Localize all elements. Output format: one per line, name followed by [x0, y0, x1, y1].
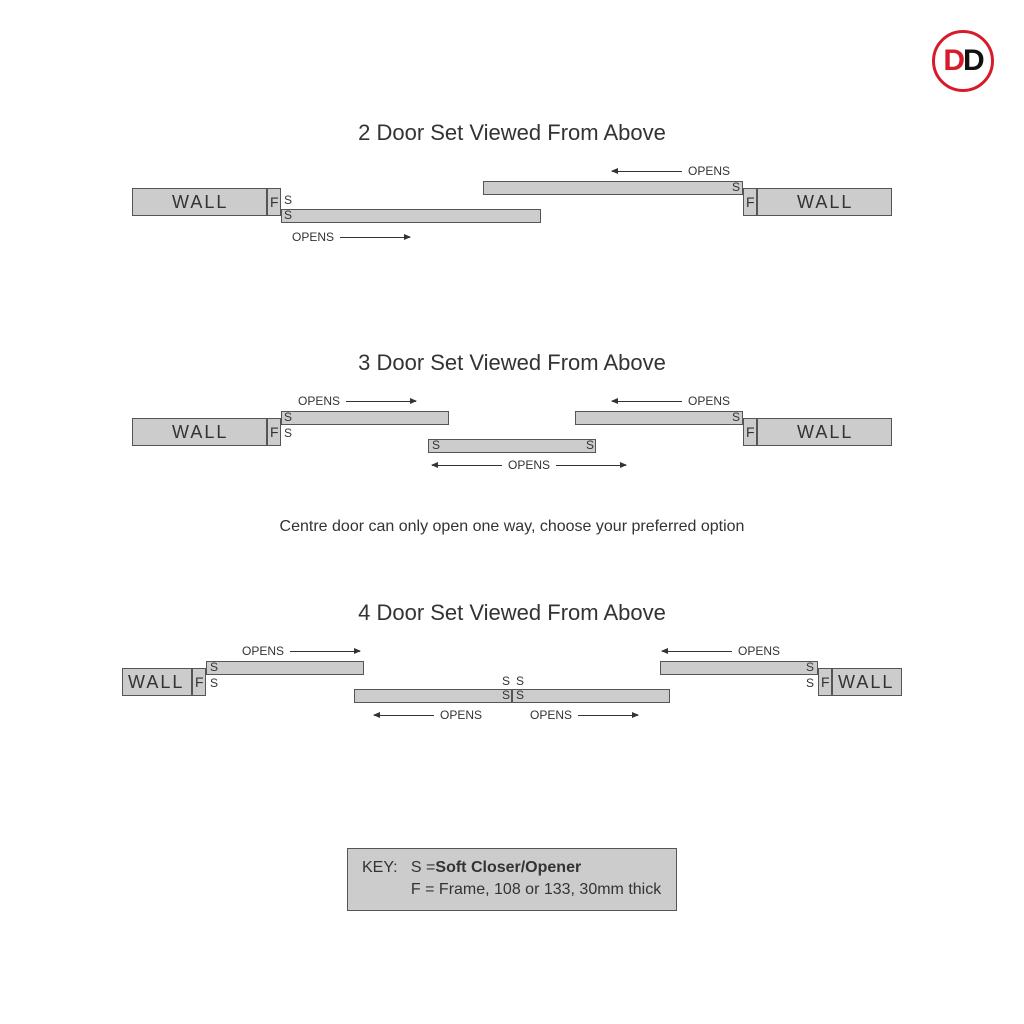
opens-br: OPENS	[530, 708, 638, 722]
wall-label-left: WALL	[172, 422, 228, 443]
opens-label: OPENS	[242, 644, 284, 658]
s-c-r: S	[586, 438, 594, 452]
s-d2-in: S	[502, 688, 510, 702]
section-3-door: 3 Door Set Viewed From Above OPENS OPENS…	[0, 350, 1024, 536]
title-4-door: 4 Door Set Viewed From Above	[0, 600, 1024, 626]
key-s-bold: Soft Closer/Opener	[435, 857, 581, 879]
opens-label: OPENS	[738, 644, 780, 658]
s-d4-in: S	[806, 660, 814, 674]
opens-bc: OPENS	[432, 458, 626, 472]
opens-label: OPENS	[688, 164, 730, 178]
opens-tr: OPENS	[662, 644, 780, 658]
s-d4-below: S	[806, 676, 814, 690]
s-tl-in: S	[284, 410, 292, 424]
title-3-door: 3 Door Set Viewed From Above	[0, 350, 1024, 376]
logo-d1: D	[943, 44, 963, 78]
s-d1-below: S	[210, 676, 218, 690]
opens-bl: OPENS	[374, 708, 482, 722]
f-label-left: F	[270, 194, 279, 210]
section-2-door: 2 Door Set Viewed From Above OPENS WALL …	[0, 120, 1024, 260]
s-d3-above: S	[516, 674, 524, 688]
key-indent	[362, 879, 411, 901]
f-label-right: F	[821, 674, 830, 690]
diagram-4-door: OPENS OPENS WALL F S S S S S S S S F	[122, 650, 902, 750]
s-tr-in: S	[732, 410, 740, 424]
note-3-door: Centre door can only open one way, choos…	[0, 518, 1024, 536]
door-bottom	[281, 209, 541, 223]
wall-label-left: WALL	[172, 192, 228, 213]
opens-arrow-bottom: OPENS	[292, 230, 410, 244]
key-lead: KEY:	[362, 857, 411, 879]
opens-label: OPENS	[508, 458, 550, 472]
s-d1-in: S	[210, 660, 218, 674]
opens-tl: OPENS	[298, 394, 416, 408]
diagram-2-door: OPENS WALL F S S S S F WALL OPENS	[132, 170, 892, 260]
opens-label: OPENS	[530, 708, 572, 722]
s-d2-above: S	[502, 674, 510, 688]
door-tl	[281, 411, 449, 425]
diagram-3-door: OPENS OPENS WALL F S S S S S S F WALL	[132, 400, 892, 500]
f-label-left: F	[195, 674, 204, 690]
wall-label-right: WALL	[797, 192, 853, 213]
door-4	[660, 661, 818, 675]
s-d3-in: S	[516, 688, 524, 702]
opens-label: OPENS	[688, 394, 730, 408]
section-4-door: 4 Door Set Viewed From Above OPENS OPENS…	[0, 600, 1024, 750]
door-top	[483, 181, 743, 195]
door-tr	[575, 411, 743, 425]
s-bot-l-ext-top: S	[284, 193, 292, 207]
s-bot-l-in: S	[284, 208, 292, 222]
title-2-door: 2 Door Set Viewed From Above	[0, 120, 1024, 146]
wall-label-left: WALL	[128, 672, 184, 693]
opens-arrow-top: OPENS	[612, 164, 730, 178]
key-s-pre: S =	[411, 857, 435, 879]
opens-label: OPENS	[292, 230, 334, 244]
f-label-right: F	[746, 194, 755, 210]
key-box: KEY: S = Soft Closer/Opener F = Frame, 1…	[347, 848, 677, 911]
wall-label-right: WALL	[838, 672, 894, 693]
logo-d2: D	[963, 44, 983, 78]
door-2	[354, 689, 512, 703]
dd-logo: DD	[932, 30, 994, 92]
opens-tl: OPENS	[242, 644, 360, 658]
door-3	[512, 689, 670, 703]
key-f: F = Frame, 108 or 133, 30mm thick	[411, 879, 661, 901]
f-label-right: F	[746, 424, 755, 440]
section-key: KEY: S = Soft Closer/Opener F = Frame, 1…	[0, 848, 1024, 911]
s-top-r-in: S	[732, 180, 740, 194]
opens-tr: OPENS	[612, 394, 730, 408]
s-tl-below: S	[284, 426, 292, 440]
f-label-left: F	[270, 424, 279, 440]
opens-label: OPENS	[298, 394, 340, 408]
opens-label: OPENS	[440, 708, 482, 722]
door-center	[428, 439, 596, 453]
door-1	[206, 661, 364, 675]
wall-label-right: WALL	[797, 422, 853, 443]
s-c-l: S	[432, 438, 440, 452]
